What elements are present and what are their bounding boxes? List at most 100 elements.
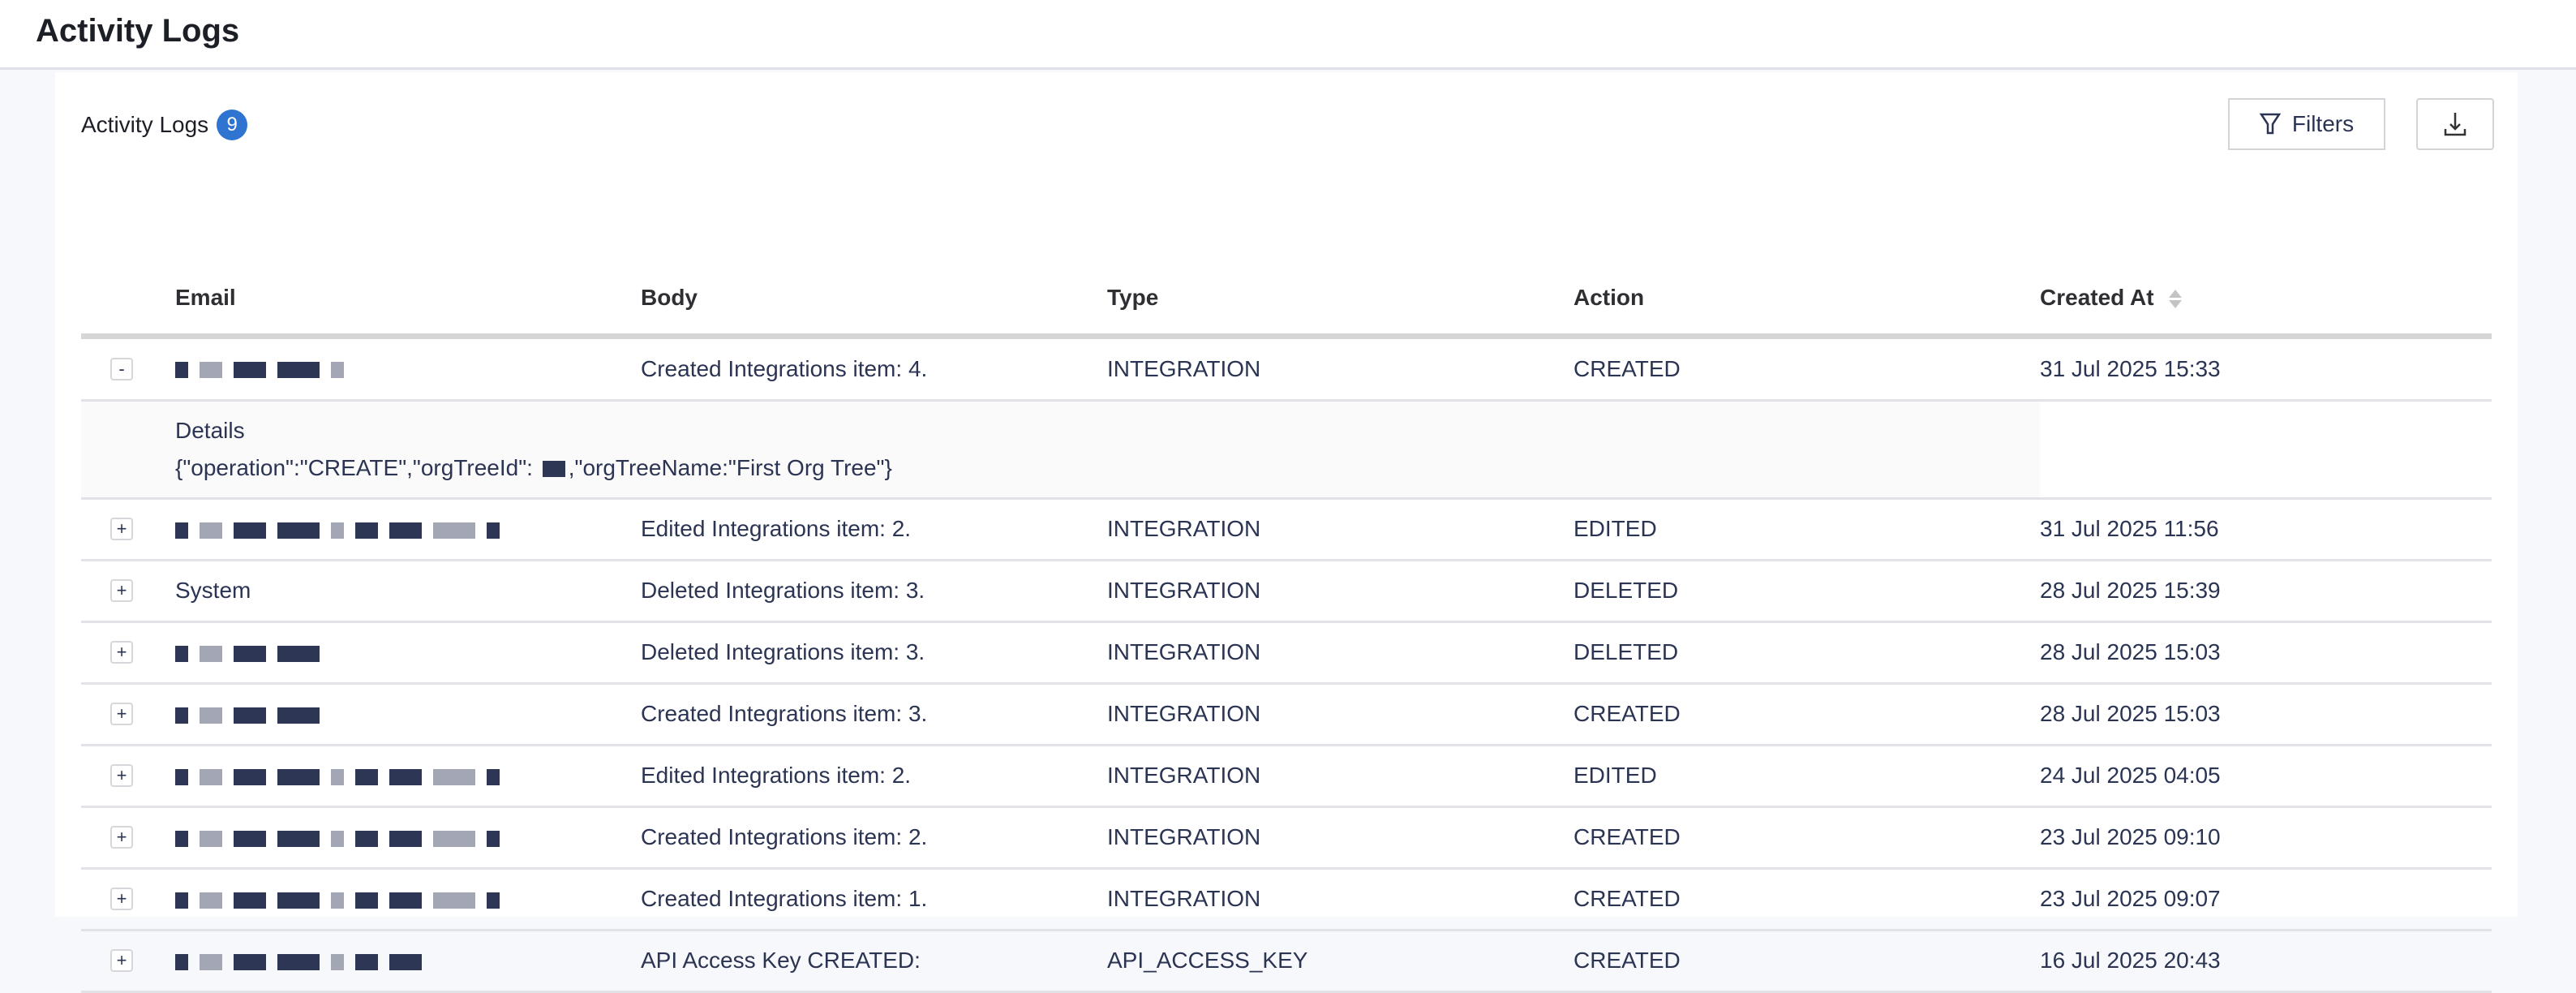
redacted-block [200,953,222,970]
body-cell: Created Integrations item: 2. [641,806,1107,870]
email-text: System [175,578,251,603]
redacted-block [487,830,500,847]
expand-toggle[interactable]: - [110,357,133,380]
email-cell: System [175,560,641,623]
table-header-row: Email Body Type Action Created At [81,263,2492,339]
table-row[interactable]: + Edited Integrations item: 2. INTEGRATI… [81,745,2492,808]
body-cell: Edited Integrations item: 2. [641,498,1107,561]
redacted-block [200,892,222,909]
redacted-block [389,522,422,539]
email-cell [175,683,641,746]
type-cell: INTEGRATION [1107,683,1574,746]
filters-button[interactable]: Filters [2228,98,2385,150]
created-at-cell: 31 Jul 2025 15:33 [2040,336,2492,402]
type-cell: INTEGRATION [1107,868,1574,931]
redacted-block [487,892,500,909]
redacted-block [542,461,565,478]
type-cell: INTEGRATION [1107,806,1574,870]
email-cell [175,336,641,402]
column-body: Body [641,263,1107,339]
redacted-block [355,768,378,785]
type-cell: INTEGRATION [1107,560,1574,623]
redacted-block [277,645,320,662]
redacted-block [234,953,266,970]
redacted-block [277,522,320,539]
action-cell: CREATED [1574,930,2040,993]
activity-logs-table: Email Body Type Action Created At - Crea… [81,263,2492,993]
body-cell: Deleted Integrations item: 3. [641,560,1107,623]
redacted-block [433,768,475,785]
redacted-block [277,707,320,724]
table-row[interactable]: + Deleted Integrations item: 3. INTEGRAT… [81,621,2492,685]
redacted-block [355,892,378,909]
redacted-block [487,522,500,539]
redacted-block [200,522,222,539]
email-cell [175,745,641,808]
redacted-block [200,645,222,662]
download-icon [2444,113,2467,136]
expand-toggle[interactable]: + [110,518,133,540]
type-cell: INTEGRATION [1107,498,1574,561]
created-at-cell: 28 Jul 2025 15:39 [2040,560,2492,623]
redacted-block [355,522,378,539]
action-cell: DELETED [1574,621,2040,685]
redacted-block [433,830,475,847]
redacted-block [277,362,320,379]
expand-toggle[interactable]: + [110,826,133,849]
body-cell: API Access Key CREATED: [641,930,1107,993]
section-title-text: Activity Logs [81,112,209,137]
redacted-block [175,522,188,539]
redacted-block [277,953,320,970]
table-row[interactable]: + API Access Key CREATED: API_ACCESS_KEY… [81,930,2492,993]
expand-toggle[interactable]: + [110,764,133,787]
expand-toggle[interactable]: + [110,703,133,725]
created-at-cell: 23 Jul 2025 09:10 [2040,806,2492,870]
column-action: Action [1574,263,2040,339]
expand-toggle[interactable]: + [110,579,133,602]
redacted-block [234,707,266,724]
redacted-block [234,768,266,785]
type-cell: INTEGRATION [1107,336,1574,402]
expand-toggle[interactable]: + [110,641,133,664]
details-json: {"operation":"CREATE","orgTreeId": ,"org… [175,449,2040,487]
redacted-block [175,892,188,909]
body-cell: Created Integrations item: 1. [641,868,1107,931]
redacted-block [433,892,475,909]
action-cell: EDITED [1574,498,2040,561]
redacted-block [331,892,344,909]
table-row[interactable]: + Created Integrations item: 1. INTEGRAT… [81,868,2492,931]
table-row[interactable]: + System Deleted Integrations item: 3. I… [81,560,2492,623]
expand-toggle[interactable]: + [110,949,133,972]
redacted-block [234,892,266,909]
redacted-block [433,522,475,539]
email-cell [175,806,641,870]
details-json-suffix: ,"orgTreeName:"First Org Tree"} [568,454,892,480]
count-badge: 9 [217,110,248,140]
expand-toggle[interactable]: + [110,888,133,910]
redacted-block [175,645,188,662]
action-cell: CREATED [1574,683,2040,746]
redacted-block [277,830,320,847]
table-row[interactable]: + Edited Integrations item: 2. INTEGRATI… [81,498,2492,561]
action-cell: CREATED [1574,868,2040,931]
redacted-block [175,830,188,847]
table-row[interactable]: - Created Integrations item: 4. INTEGRAT… [81,336,2492,402]
redacted-block [175,953,188,970]
redacted-block [234,645,266,662]
column-created-at[interactable]: Created At [2040,263,2492,339]
sort-icon[interactable] [2168,290,2182,309]
table-row[interactable]: + Created Integrations item: 3. INTEGRAT… [81,683,2492,746]
email-cell [175,621,641,685]
created-at-cell: 16 Jul 2025 20:43 [2040,930,2492,993]
action-cell: DELETED [1574,560,2040,623]
email-cell [175,930,641,993]
redacted-block [277,768,320,785]
created-at-cell: 23 Jul 2025 09:07 [2040,868,2492,931]
download-button[interactable] [2416,98,2494,150]
created-at-cell: 28 Jul 2025 15:03 [2040,683,2492,746]
email-cell [175,868,641,931]
table-row[interactable]: + Created Integrations item: 2. INTEGRAT… [81,806,2492,870]
column-type: Type [1107,263,1574,339]
body-cell: Created Integrations item: 3. [641,683,1107,746]
redacted-block [234,522,266,539]
